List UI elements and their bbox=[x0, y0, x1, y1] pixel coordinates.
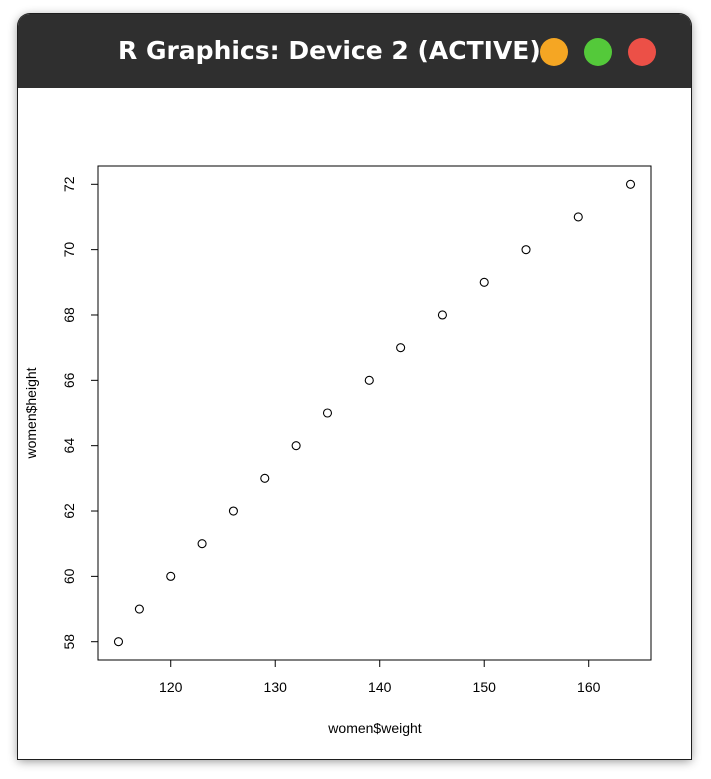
y-tick-label: 60 bbox=[61, 568, 77, 584]
y-axis: 58 60 62 64 66 68 70 72 bbox=[61, 176, 99, 650]
x-tick-label: 140 bbox=[368, 679, 392, 695]
plot-frame bbox=[97, 165, 652, 661]
y-tick-label: 64 bbox=[61, 438, 77, 454]
data-point bbox=[322, 408, 333, 418]
y-tick-label: 72 bbox=[61, 176, 77, 192]
y-tick-label: 58 bbox=[61, 634, 77, 650]
data-point bbox=[197, 539, 207, 549]
data-point bbox=[364, 375, 374, 385]
data-point bbox=[260, 473, 270, 483]
data-point bbox=[228, 506, 238, 516]
data-point bbox=[437, 310, 447, 320]
plot-area: 120 130 140 150 160 58 60 62 64 66 68 70 72 women$w… bbox=[18, 88, 691, 759]
scatter-plot: 120 130 140 150 160 58 60 62 64 66 68 70 72 women$w… bbox=[23, 165, 652, 736]
data-point bbox=[113, 637, 124, 647]
data-point bbox=[396, 343, 406, 353]
x-tick-label: 150 bbox=[473, 679, 497, 695]
x-axis: 120 130 140 150 160 bbox=[159, 659, 601, 695]
close-button[interactable] bbox=[628, 38, 656, 66]
data-point bbox=[625, 179, 636, 189]
r-graphics-window: R Graphics: Device 2 (ACTIVE) 120 130 140 1… bbox=[18, 14, 691, 759]
y-tick-label: 62 bbox=[61, 503, 77, 519]
minimize-button[interactable] bbox=[540, 38, 568, 66]
data-point bbox=[479, 277, 489, 287]
x-tick-label: 160 bbox=[577, 679, 601, 695]
y-tick-label: 70 bbox=[61, 242, 77, 258]
data-point bbox=[521, 245, 531, 255]
data-point bbox=[573, 212, 583, 222]
data-point bbox=[166, 571, 176, 581]
x-tick-label: 130 bbox=[264, 679, 288, 695]
window-title: R Graphics: Device 2 (ACTIVE) bbox=[118, 36, 541, 65]
data-point bbox=[291, 441, 301, 451]
data-point bbox=[134, 604, 144, 614]
y-tick-label: 66 bbox=[61, 372, 77, 388]
y-tick-label: 68 bbox=[61, 307, 77, 323]
window-titlebar[interactable]: R Graphics: Device 2 (ACTIVE) bbox=[18, 14, 691, 88]
maximize-button[interactable] bbox=[584, 38, 612, 66]
y-axis-label: women$height bbox=[23, 367, 39, 459]
x-axis-label: women$weight bbox=[327, 720, 421, 736]
x-tick-label: 120 bbox=[159, 679, 183, 695]
data-points bbox=[113, 179, 636, 647]
